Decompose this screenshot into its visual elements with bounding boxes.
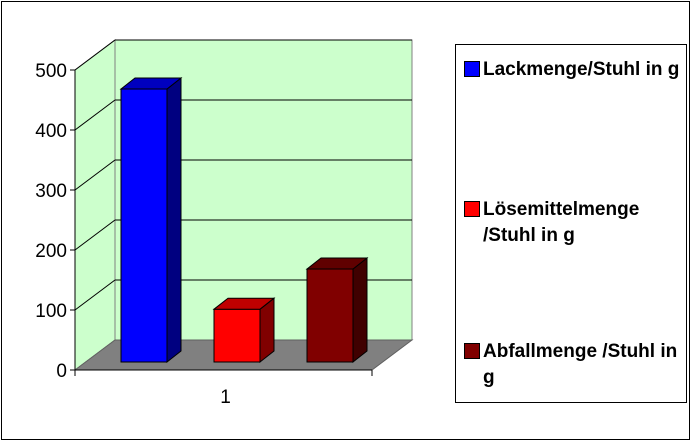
legend-item-abfallmenge: Abfallmenge /Stuhl in g — [464, 339, 683, 391]
y-tick-label: 0 — [56, 361, 67, 382]
gridline-side — [74, 39, 116, 71]
gridline-side — [74, 99, 116, 131]
y-tick-label: 300 — [35, 181, 67, 202]
bar-front — [213, 308, 261, 363]
legend: Lackmenge/Stuhl in g Lösemittelmenge /St… — [455, 44, 687, 403]
bar-3 — [305, 256, 369, 364]
bar-front — [120, 88, 168, 363]
legend-item-loesemittelmenge: Lösemittelmenge /Stuhl in g — [464, 197, 683, 249]
bar-top — [119, 77, 183, 90]
bar-2 — [212, 297, 276, 364]
y-tick-label: 100 — [35, 301, 67, 322]
legend-swatch-red — [464, 201, 480, 217]
y-tick-label: 500 — [35, 61, 67, 82]
gridline-side — [74, 219, 116, 251]
legend-swatch-blue — [464, 61, 480, 77]
gridline-side — [74, 159, 116, 191]
bar-top — [305, 257, 369, 270]
y-tick-label: 400 — [35, 121, 67, 142]
bar-side — [352, 256, 368, 364]
bar-front — [306, 268, 354, 363]
legend-label-loesemittelmenge: Lösemittelmenge /Stuhl in g — [483, 199, 640, 246]
plot-side-wall — [74, 39, 116, 371]
x-category-label: 1 — [220, 387, 231, 408]
bar-1 — [119, 76, 183, 364]
legend-label-lackmenge: Lackmenge/Stuhl in g — [483, 59, 680, 80]
legend-item-lackmenge: Lackmenge/Stuhl in g — [464, 57, 683, 83]
y-tick-label: 200 — [35, 241, 67, 262]
legend-label-abfallmenge: Abfallmenge /Stuhl in g — [483, 341, 678, 388]
bar-top — [212, 297, 276, 310]
gridline-side — [74, 279, 116, 311]
bar-side — [166, 76, 182, 364]
legend-swatch-darkred — [464, 343, 480, 359]
